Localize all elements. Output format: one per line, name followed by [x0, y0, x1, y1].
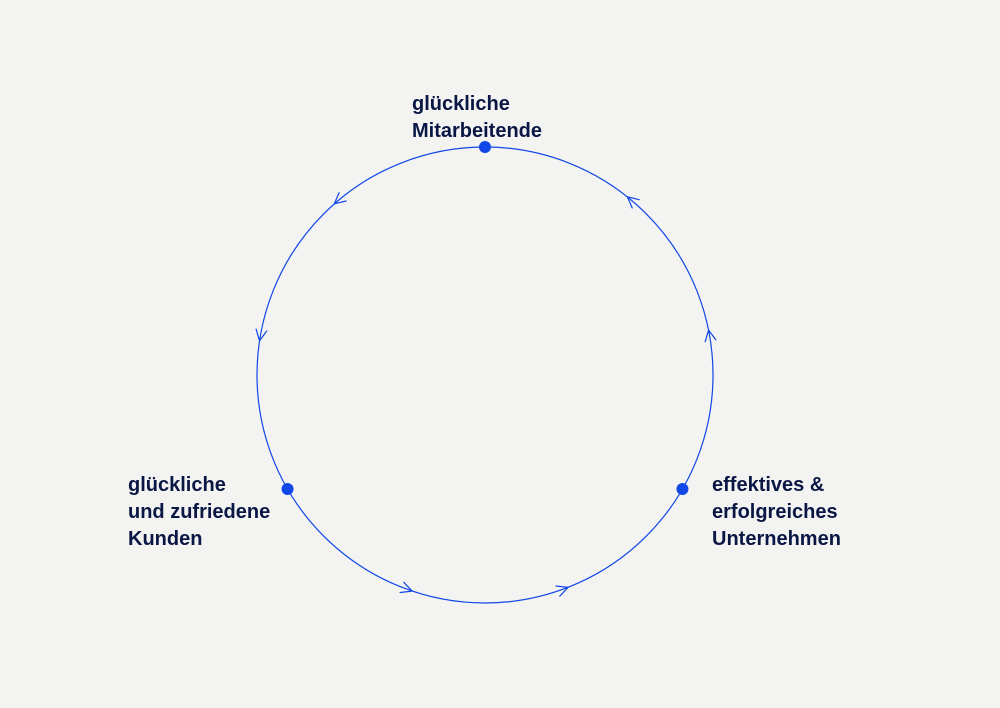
node-dot-company — [676, 483, 688, 495]
node-label-company: effektives & erfolgreiches Unternehmen — [712, 472, 841, 553]
node-label-employees: glückliche Mitarbeitende — [412, 91, 542, 145]
cycle-circle — [257, 147, 713, 603]
node-label-customers: glückliche und zufriedene Kunden — [128, 472, 270, 553]
node-dot-customers — [282, 483, 294, 495]
cycle-diagram: glückliche Mitarbeitende effektives & er… — [0, 0, 1000, 708]
